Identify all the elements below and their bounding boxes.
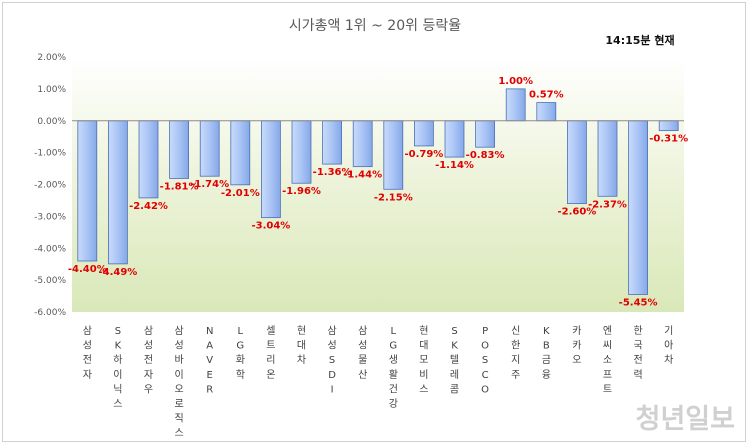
value-labels: -4.40%-4.49% -2.42% -1.81%-1.74%-2.01% -3.0…: [68, 76, 688, 309]
bar: [536, 102, 557, 122]
y-tick-label: 0.00%: [37, 117, 66, 127]
bar: [383, 120, 404, 190]
y-tick-label: -1.00%: [34, 149, 66, 159]
y-tick-label: -6.00%: [34, 308, 66, 318]
bar: [505, 88, 526, 122]
value-label: -1.74%: [190, 179, 229, 190]
y-axis: 2.00% 1.00% 0.00% -1.00% -2.00% -3.00% -4.00% -…: [34, 53, 66, 318]
value-label: 0.57%: [529, 90, 564, 101]
bar: [567, 120, 587, 205]
bar: [291, 120, 312, 184]
timestamp-label: 14:15분 현재: [605, 33, 674, 47]
bar: [322, 120, 342, 165]
bar: [628, 120, 648, 295]
chart-title: 시가총액 1위 ~ 20위 등락율: [289, 18, 461, 34]
value-label: -4.40%: [68, 264, 107, 275]
bar: [261, 120, 281, 219]
value-label: -2.01%: [221, 188, 260, 199]
value-label: -4.49%: [98, 267, 137, 278]
value-label: -1.14%: [435, 160, 474, 171]
value-label: -1.81%: [160, 181, 199, 192]
y-tick-label: -2.00%: [34, 181, 66, 191]
value-label: -0.83%: [466, 150, 505, 161]
bar: [230, 120, 251, 186]
bar: [77, 120, 98, 262]
bar: [199, 120, 220, 177]
value-label: -0.31%: [649, 134, 688, 145]
bar: [444, 120, 465, 158]
bar: [414, 120, 434, 147]
value-label: -2.42%: [129, 201, 168, 212]
bar: [352, 120, 373, 168]
bar: [597, 120, 618, 197]
value-label: -2.37%: [588, 199, 627, 210]
category-labels: 삼 성 전 자 S K 하 이 닉 스 삼 성 전 자 우 삼 성 바 이 오 로 직 스 N A V E R L G 화 학 셀 트 리 온 현 대 차 삼…: [83, 325, 674, 439]
value-label: -2.60%: [557, 207, 596, 218]
y-tick-label: -5.00%: [34, 276, 66, 286]
value-label: -2.15%: [374, 192, 413, 203]
y-tick-label: 1.00%: [37, 85, 66, 95]
y-tick-label: -4.00%: [34, 244, 66, 254]
y-tick-label: -3.00%: [34, 212, 66, 222]
value-label: -0.79%: [404, 149, 443, 160]
value-label: -1.96%: [282, 186, 321, 197]
bar: [138, 120, 159, 199]
watermark-logo: 청년일보: [636, 404, 735, 435]
value-label: -1.44%: [343, 170, 382, 181]
bar: [475, 120, 495, 148]
value-label: -3.04%: [251, 221, 290, 232]
value-label: -1.36%: [313, 167, 352, 178]
bar: [108, 120, 128, 265]
bar: [169, 120, 189, 179]
value-label: -5.45%: [619, 297, 658, 308]
bar-series: [77, 88, 679, 295]
bar: [658, 120, 679, 132]
value-label: 1.00%: [498, 76, 533, 87]
y-tick-label: 2.00%: [37, 53, 66, 63]
